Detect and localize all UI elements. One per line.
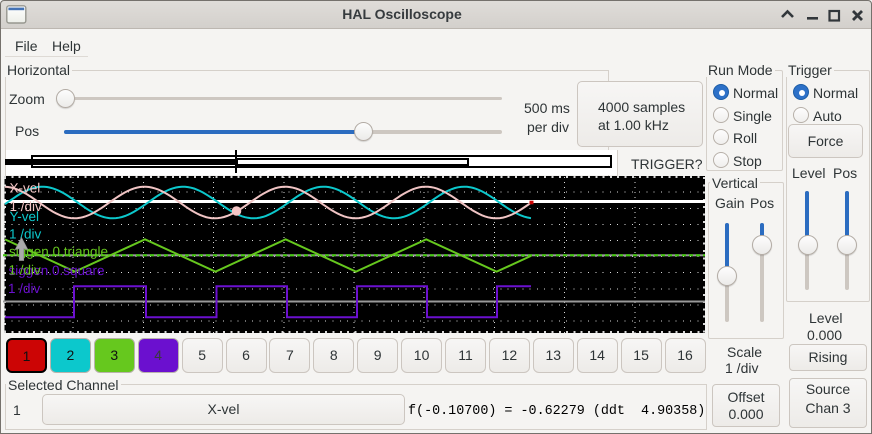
svg-text:siggen.0.square: siggen.0.square xyxy=(8,263,104,278)
svg-text:1 /div: 1 /div xyxy=(9,226,42,241)
svg-text:1 /div: 1 /div xyxy=(10,199,43,214)
svg-text:X-vel: X-vel xyxy=(10,180,41,195)
svg-text:1 /div: 1 /div xyxy=(8,281,41,296)
svg-text:siggen.0.triangle: siggen.0.triangle xyxy=(9,244,108,259)
svg-text:1 /div: 1 /div xyxy=(8,262,41,277)
svg-text:Y-vel: Y-vel xyxy=(10,209,40,224)
